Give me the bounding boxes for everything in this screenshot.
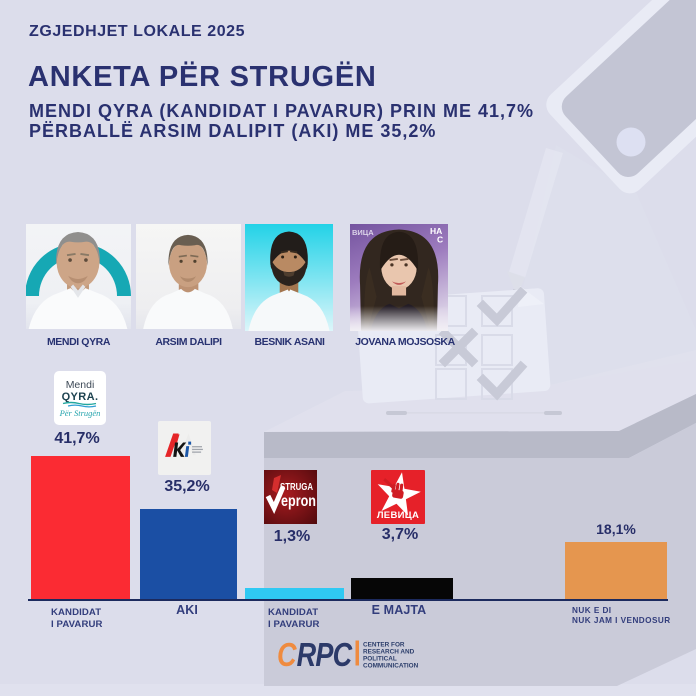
svg-text:С: С [437, 235, 443, 245]
svg-text:QYRA.: QYRA. [62, 391, 99, 403]
svg-text:STRUGA: STRUGA [280, 482, 313, 493]
svg-text:Për Strugën: Për Strugën [59, 408, 101, 418]
svg-text:POLITICAL: POLITICAL [363, 656, 397, 663]
svg-text:Mendi: Mendi [66, 379, 95, 391]
svg-text:C: C [277, 638, 298, 673]
svg-text:epron: epron [281, 493, 316, 510]
svg-text:CENTER FOR: CENTER FOR [363, 642, 405, 649]
svg-text:ВИЦА: ВИЦА [352, 228, 374, 237]
svg-text:ЛЕВИЦА: ЛЕВИЦА [377, 510, 419, 521]
svg-text:RPC: RPC [297, 638, 354, 673]
svg-text:НА: НА [430, 226, 442, 236]
svg-text:COMMUNICATION: COMMUNICATION [363, 663, 419, 670]
svg-text:RESEARCH AND: RESEARCH AND [363, 649, 415, 656]
